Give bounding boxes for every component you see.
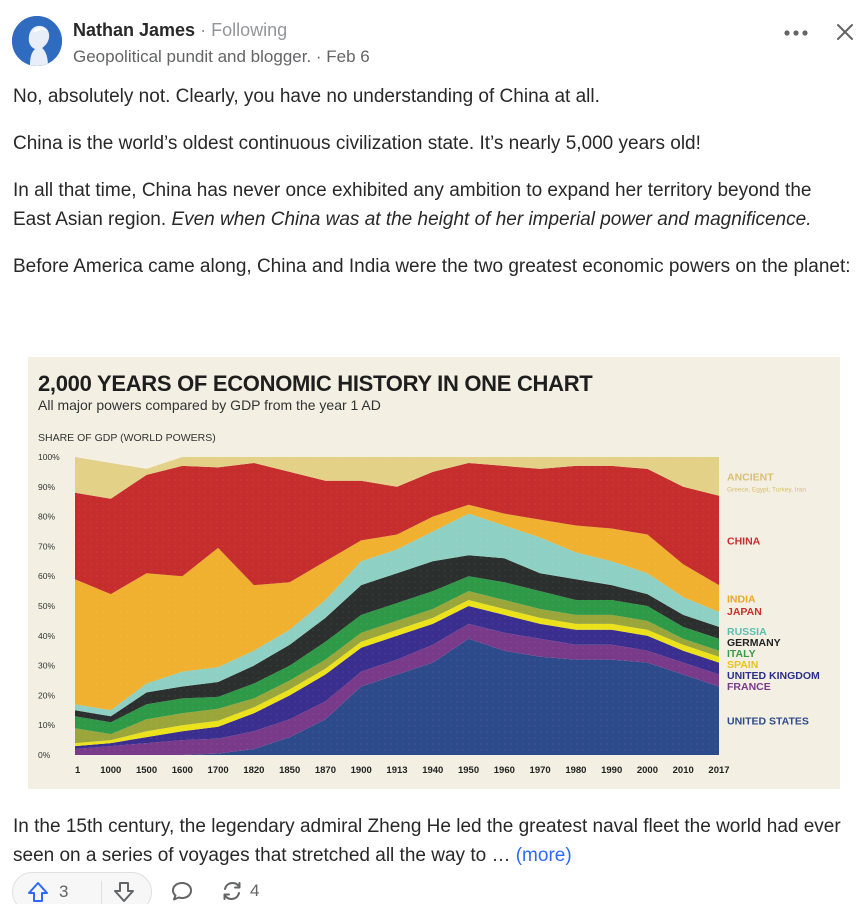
more-link[interactable]: (more) (515, 845, 572, 866)
author-line: Nathan James · Following (73, 20, 287, 41)
chart-canvas: SHARE OF GDP (WORLD POWERS) 0% 10% 20% 30% 4… (38, 432, 820, 776)
vote-divider (101, 881, 102, 904)
paragraph-3-italic: Even when China was at the height of her… (171, 209, 812, 230)
author-credential: Geopolitical pundit and blogger. · Feb 6 (73, 47, 370, 66)
series-label-china: CHINA (727, 535, 761, 547)
y-tick-label: 40% (38, 631, 55, 641)
upvote-count: 3 (59, 882, 69, 901)
post-header: Nathan James · Following Geopolitical pu… (12, 14, 853, 70)
x-tick-label: 1913 (386, 765, 407, 776)
paragraph-4: Before America came along, China and Ind… (13, 256, 851, 277)
series-label-japan: JAPAN (727, 606, 762, 618)
series-label-france: FRANCE (727, 681, 771, 693)
x-tick-label: 1700 (208, 765, 229, 776)
x-tick-label: 1970 (530, 765, 551, 776)
y-tick-label: 90% (38, 482, 55, 492)
x-tick-label: 1870 (315, 765, 336, 776)
x-tick-label: 1990 (601, 765, 622, 776)
author-name[interactable]: Nathan James (73, 20, 196, 40)
x-tick-label: 1000 (100, 765, 121, 776)
follow-status[interactable]: · Following (200, 20, 288, 40)
paragraph-1: No, absolutely not. Clearly, you have no… (13, 86, 600, 107)
more-options-button[interactable] (779, 18, 813, 48)
vote-pill: 3 (12, 872, 152, 904)
gdp-history-chart[interactable]: SHARE OF GDP (WORLD POWERS) 0% 10% 20% 30% 4… (28, 357, 840, 789)
paragraph-3-text: In all that time, China has never once e… (13, 180, 812, 230)
y-tick-label: 50% (38, 601, 55, 611)
avatar-image (12, 16, 62, 66)
close-icon (837, 24, 853, 40)
post-content: No, absolutely not. Clearly, you have no… (13, 82, 851, 299)
y-tick-label: 70% (38, 541, 55, 551)
y-tick-label: 0% (38, 750, 51, 760)
upvote-button[interactable]: 3 (27, 881, 68, 903)
series-label-italy: ITALY (727, 648, 756, 660)
series-label-united-states: UNITED STATES (727, 716, 809, 728)
truncated-text-body: In the 15th century, the legendary admir… (13, 816, 841, 866)
avatar[interactable] (12, 16, 62, 66)
x-tick-label: 1950 (458, 765, 479, 776)
x-tick-label: 1980 (565, 765, 586, 776)
y-tick-label: 80% (38, 512, 55, 522)
paragraph-2: China is the world’s oldest continuous c… (13, 133, 701, 154)
y-tick-label: 20% (38, 690, 55, 700)
chart-subtitle: All major powers compared by GDP from th… (38, 397, 381, 413)
y-tick-label: 30% (38, 661, 55, 671)
share-button[interactable]: 4 (220, 880, 259, 902)
x-tick-label: 1850 (279, 765, 300, 776)
x-tick-label: 1 (75, 765, 81, 776)
x-tick-label: 2017 (708, 765, 729, 776)
chart-title: 2,000 YEARS OF ECONOMIC HISTORY IN ONE C… (38, 371, 593, 396)
x-tick-label: 1500 (136, 765, 157, 776)
x-tick-label: 2000 (637, 765, 658, 776)
series-label-germany: GERMANY (727, 637, 781, 649)
x-tick-label: 1900 (351, 765, 372, 776)
paragraph-3: In all that time, China has never once e… (13, 176, 851, 234)
share-cycle-icon (223, 881, 241, 901)
arrow-down-icon (114, 882, 134, 902)
series-label-spain: SPAIN (727, 659, 758, 671)
share-count: 4 (250, 881, 260, 900)
x-tick-label: 1960 (494, 765, 515, 776)
truncated-text: In the 15th century, the legendary admir… (13, 812, 851, 870)
downvote-button[interactable] (113, 881, 135, 904)
series-label-united-kingdom: UNITED KINGDOM (727, 670, 820, 682)
action-bar: 3 4 (12, 872, 412, 904)
chart-ylabel: SHARE OF GDP (WORLD POWERS) (38, 432, 216, 444)
series-label-russia: RUSSIA (727, 626, 767, 638)
y-tick-label: 60% (38, 571, 55, 581)
x-tick-label: 1940 (422, 765, 443, 776)
y-tick-label: 100% (38, 452, 60, 462)
more-horizontal-icon (784, 30, 808, 36)
comment-bubble-icon (172, 882, 192, 901)
comment-button[interactable] (170, 880, 194, 904)
x-tick-label: 1820 (243, 765, 264, 776)
series-label-ancient: ANCIENT (727, 471, 774, 483)
series-label-india: INDIA (727, 594, 756, 606)
y-tick-label: 10% (38, 720, 55, 730)
close-button[interactable] (830, 17, 860, 47)
x-tick-label: 2010 (673, 765, 694, 776)
arrow-up-icon (28, 882, 48, 902)
x-tick-label: 1600 (172, 765, 193, 776)
series-sublabel-ancient: Greece, Egypt, Turkey, Iran (727, 486, 806, 493)
